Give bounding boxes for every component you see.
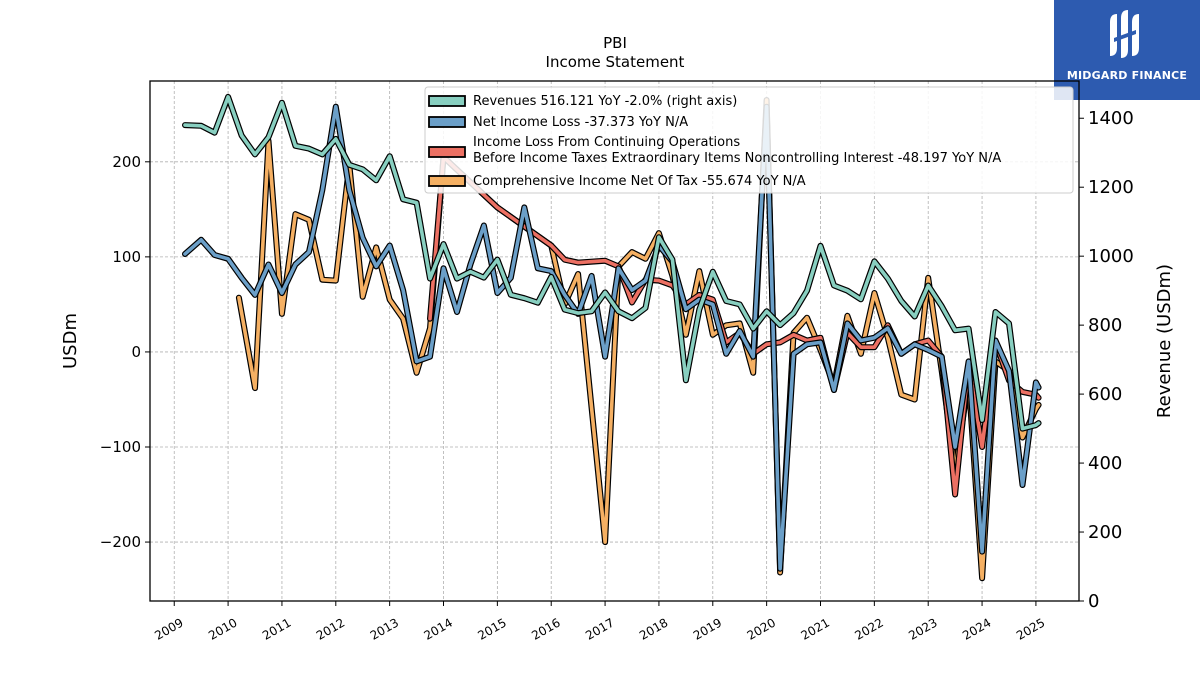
legend-label: Net Income Loss -37.373 YoY N/A xyxy=(473,115,688,130)
x-tick-label: 2023 xyxy=(906,615,939,642)
y-tick-label-right: 1000 xyxy=(1088,246,1134,267)
legend-label: Comprehensive Income Net Of Tax -55.674 … xyxy=(473,174,806,189)
legend-entry-2: Income Loss From Continuing OperationsBe… xyxy=(428,135,1001,166)
x-tick-label: 2013 xyxy=(368,615,401,642)
x-tick-label: 2020 xyxy=(745,615,778,642)
legend-label: Before Income Taxes Extraordinary Items … xyxy=(473,151,1001,166)
x-tick-label: 2016 xyxy=(529,615,562,642)
legend-label: Income Loss From Continuing Operations xyxy=(473,135,740,150)
series-stroke xyxy=(183,95,1041,431)
y-tick-label-right: 800 xyxy=(1088,315,1122,336)
x-tick-label: 2012 xyxy=(314,615,347,642)
legend-swatch xyxy=(428,146,466,158)
plot-frame xyxy=(149,80,1080,602)
legend-label: Revenues 516.121 YoY -2.0% (right axis) xyxy=(473,94,737,109)
x-tick-label: 2015 xyxy=(475,615,508,642)
x-tick-label: 2021 xyxy=(799,615,832,642)
brand-logo: MIDGARD FINANCE xyxy=(1054,0,1200,100)
y-tick-label-left: 0 xyxy=(131,343,141,361)
legend: Revenues 516.121 YoY -2.0% (right axis) N… xyxy=(424,86,1074,194)
legend-entry-0: Revenues 516.121 YoY -2.0% (right axis) xyxy=(428,94,737,109)
legend-swatch xyxy=(428,95,466,107)
y-tick-label-right: 200 xyxy=(1088,522,1122,543)
y-tick-label-left: 100 xyxy=(112,248,141,266)
series-line-0 xyxy=(182,93,1042,432)
x-tick-label: 2014 xyxy=(422,615,455,642)
y-tick-label-right: 600 xyxy=(1088,384,1122,405)
y-axis-label-left: USDm xyxy=(60,313,81,369)
y-tick-label-left: −100 xyxy=(100,438,141,456)
x-tick-label: 2022 xyxy=(852,615,885,642)
y-tick-label-left: 200 xyxy=(112,153,141,171)
series-stroke xyxy=(428,155,1041,497)
series-line-2 xyxy=(427,154,1042,498)
chart-subtitle: Income Statement xyxy=(546,53,685,71)
x-tick-label: 2010 xyxy=(206,615,239,642)
legend-entry-1: Net Income Loss -37.373 YoY N/A xyxy=(428,115,688,130)
x-tick-label: 2024 xyxy=(960,615,993,642)
y-tick-label-left: −200 xyxy=(100,533,141,551)
legend-swatch xyxy=(428,175,466,187)
legend-box xyxy=(424,86,1074,194)
logo-mark-icon xyxy=(1110,10,1139,58)
x-tick-label: 2019 xyxy=(691,615,724,642)
chart-title: PBI xyxy=(603,34,627,52)
x-tick-label: 2009 xyxy=(152,615,185,642)
x-tick-label: 2025 xyxy=(1014,615,1047,642)
brand-name: MIDGARD FINANCE xyxy=(1066,69,1188,82)
series-line-1 xyxy=(182,103,1042,572)
legend-swatch xyxy=(428,116,466,128)
x-tick-label: 2011 xyxy=(260,615,293,642)
y-axis-label-right: Revenue (USDm) xyxy=(1154,264,1175,418)
y-tick-label-right: 400 xyxy=(1088,453,1122,474)
legend-entry-3: Comprehensive Income Net Of Tax -55.674 … xyxy=(428,174,806,189)
y-tick-label-right: 1200 xyxy=(1088,177,1134,198)
series-layer xyxy=(182,93,1042,582)
y-tick-label-right: 0 xyxy=(1088,591,1099,612)
x-tick-label: 2017 xyxy=(583,615,616,642)
series-stroke xyxy=(183,104,1041,571)
x-tick-label: 2018 xyxy=(637,615,670,642)
y-tick-label-right: 1400 xyxy=(1088,108,1134,129)
